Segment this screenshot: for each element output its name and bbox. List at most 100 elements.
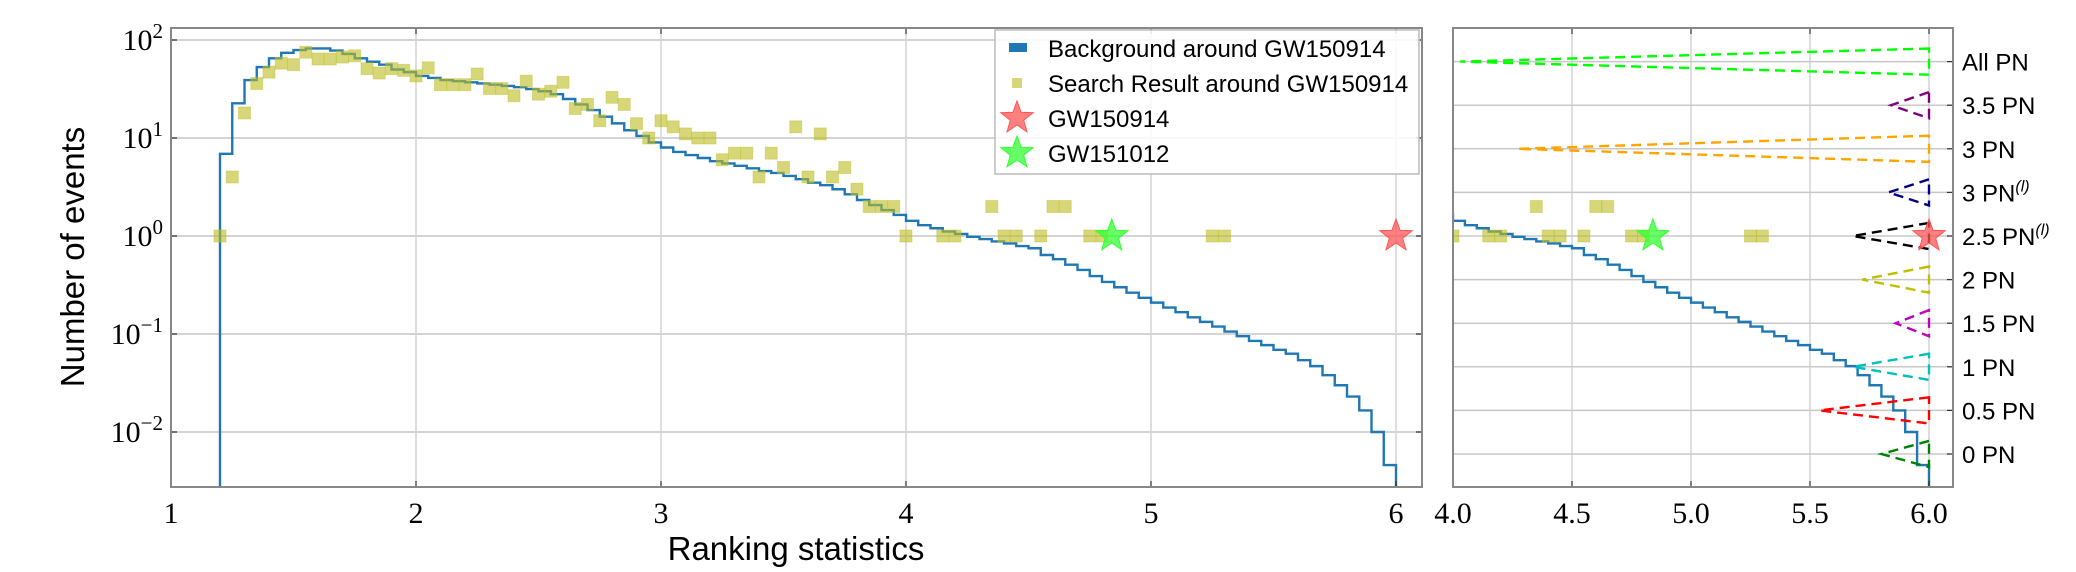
search-result-point bbox=[311, 52, 325, 66]
zoom-x-tick-label: 5.5 bbox=[1791, 497, 1829, 530]
search-result-point bbox=[421, 61, 435, 75]
zoom-x-tick-label: 4.0 bbox=[1434, 497, 1472, 530]
pn-interval-triangle bbox=[1892, 308, 1931, 339]
search-result-point bbox=[299, 45, 313, 59]
search-result-point bbox=[1218, 229, 1231, 243]
search-result-point bbox=[728, 146, 741, 160]
zoom-plot-area bbox=[1423, 47, 1947, 487]
search-result-point bbox=[740, 146, 754, 160]
search-result-point bbox=[1046, 199, 1060, 213]
x-tick-label: 3 bbox=[654, 497, 669, 530]
search-result-point bbox=[385, 62, 398, 76]
search-result-point bbox=[850, 182, 864, 196]
pn-row-label: 2 PN bbox=[1962, 268, 2015, 295]
y-tick-label: 10−2 bbox=[111, 411, 163, 449]
y-tick-label: 100 bbox=[123, 215, 164, 253]
search-result-point bbox=[985, 199, 999, 213]
zoom-search-result-point bbox=[1423, 200, 1435, 212]
zoom-search-result-point bbox=[1577, 229, 1591, 243]
zoom-x-tick-label: 6.0 bbox=[1910, 497, 1948, 530]
x-axis-label: Ranking statistics bbox=[668, 530, 925, 567]
search-result-point bbox=[813, 127, 827, 141]
zoom-search-result-point bbox=[1453, 229, 1460, 243]
search-result-point bbox=[409, 69, 423, 83]
search-result-point bbox=[250, 76, 264, 90]
search-result-point bbox=[654, 114, 668, 128]
search-result-point bbox=[483, 81, 496, 95]
x-tick-label: 2 bbox=[409, 497, 424, 530]
search-result-point bbox=[875, 199, 888, 213]
zoom-gw150914-star bbox=[1911, 217, 1947, 251]
search-result-point bbox=[336, 50, 349, 64]
search-result-point bbox=[238, 106, 251, 120]
x-tick-label: 4 bbox=[899, 497, 914, 530]
search-result-point bbox=[397, 63, 411, 77]
legend-square-swatch bbox=[1012, 78, 1022, 88]
x-tick-label: 6 bbox=[1389, 497, 1404, 530]
search-result-point bbox=[936, 229, 950, 243]
search-result-point bbox=[470, 67, 484, 81]
pn-row-label: 3 PN(l) bbox=[1962, 178, 2030, 207]
search-result-point bbox=[1083, 229, 1097, 243]
search-result-point bbox=[532, 87, 545, 101]
y-tick-label: 101 bbox=[123, 117, 164, 155]
search-result-point bbox=[630, 117, 643, 131]
pn-interval-triangle bbox=[1862, 265, 1931, 295]
search-result-point bbox=[287, 58, 300, 72]
zoom-search-result-point bbox=[1494, 229, 1508, 243]
legend-label: GW150914 bbox=[1048, 106, 1169, 133]
pn-row-label: All PN bbox=[1962, 50, 2029, 77]
legend-box bbox=[994, 29, 1420, 175]
search-result-point bbox=[1058, 199, 1072, 213]
zoom-search-result-point bbox=[1529, 199, 1543, 213]
zoom-search-result-point bbox=[1541, 229, 1555, 243]
y-tick-label: 102 bbox=[123, 19, 164, 57]
search-result-point bbox=[581, 97, 594, 111]
zoom-search-result-point bbox=[1755, 229, 1769, 243]
search-result-point bbox=[703, 131, 717, 145]
zoom-axes-frame bbox=[1452, 27, 1954, 488]
search-result-point bbox=[752, 170, 766, 184]
legend: Background around GW150914 Search Result … bbox=[994, 29, 1420, 175]
search-result-point bbox=[1034, 229, 1048, 243]
zoom-background-histogram bbox=[1453, 213, 1931, 487]
x-tick-label: 1 bbox=[164, 497, 179, 530]
pn-interval-triangle bbox=[1876, 439, 1931, 469]
main-axes-frame bbox=[170, 27, 1423, 488]
search-result-point bbox=[495, 81, 509, 95]
search-result-point bbox=[556, 75, 570, 89]
search-result-point bbox=[274, 56, 288, 70]
zoom-x-tick-label: 4.5 bbox=[1553, 497, 1591, 530]
x-tick-label: 5 bbox=[1144, 497, 1159, 530]
search-result-point bbox=[507, 89, 521, 103]
search-result-point bbox=[679, 127, 692, 141]
pn-interval-triangle bbox=[1819, 395, 1931, 425]
legend-star-swatch bbox=[999, 99, 1035, 133]
search-result-point bbox=[360, 62, 374, 76]
zoom-search-result-point bbox=[1625, 229, 1638, 243]
search-result-point bbox=[372, 66, 386, 80]
pn-row-label: 1.5 PN bbox=[1962, 311, 2035, 338]
pn-row-label: 1 PN bbox=[1962, 355, 2015, 382]
search-result-point bbox=[568, 101, 582, 115]
pn-interval-triangle bbox=[1884, 177, 1931, 208]
legend-label: GW151012 bbox=[1048, 141, 1169, 168]
pn-row-label: 3.5 PN bbox=[1962, 93, 2035, 120]
pn-interval-triangle bbox=[1460, 47, 1931, 76]
search-result-point bbox=[225, 170, 239, 184]
search-result-point bbox=[764, 146, 778, 160]
zoom-search-result-point bbox=[1744, 229, 1757, 243]
zoom-search-result-point bbox=[1435, 200, 1447, 212]
search-result-point bbox=[997, 229, 1011, 243]
legend-label: Background around GW150914 bbox=[1048, 36, 1386, 63]
search-result-point bbox=[691, 131, 705, 145]
search-result-point bbox=[262, 65, 276, 79]
zoom-search-result-point bbox=[1482, 229, 1496, 243]
search-result-point bbox=[899, 229, 913, 243]
search-result-point bbox=[1205, 229, 1219, 243]
search-result-point bbox=[323, 52, 337, 66]
search-result-point bbox=[605, 90, 619, 104]
search-result-point bbox=[593, 114, 607, 128]
search-result-point bbox=[777, 161, 790, 175]
